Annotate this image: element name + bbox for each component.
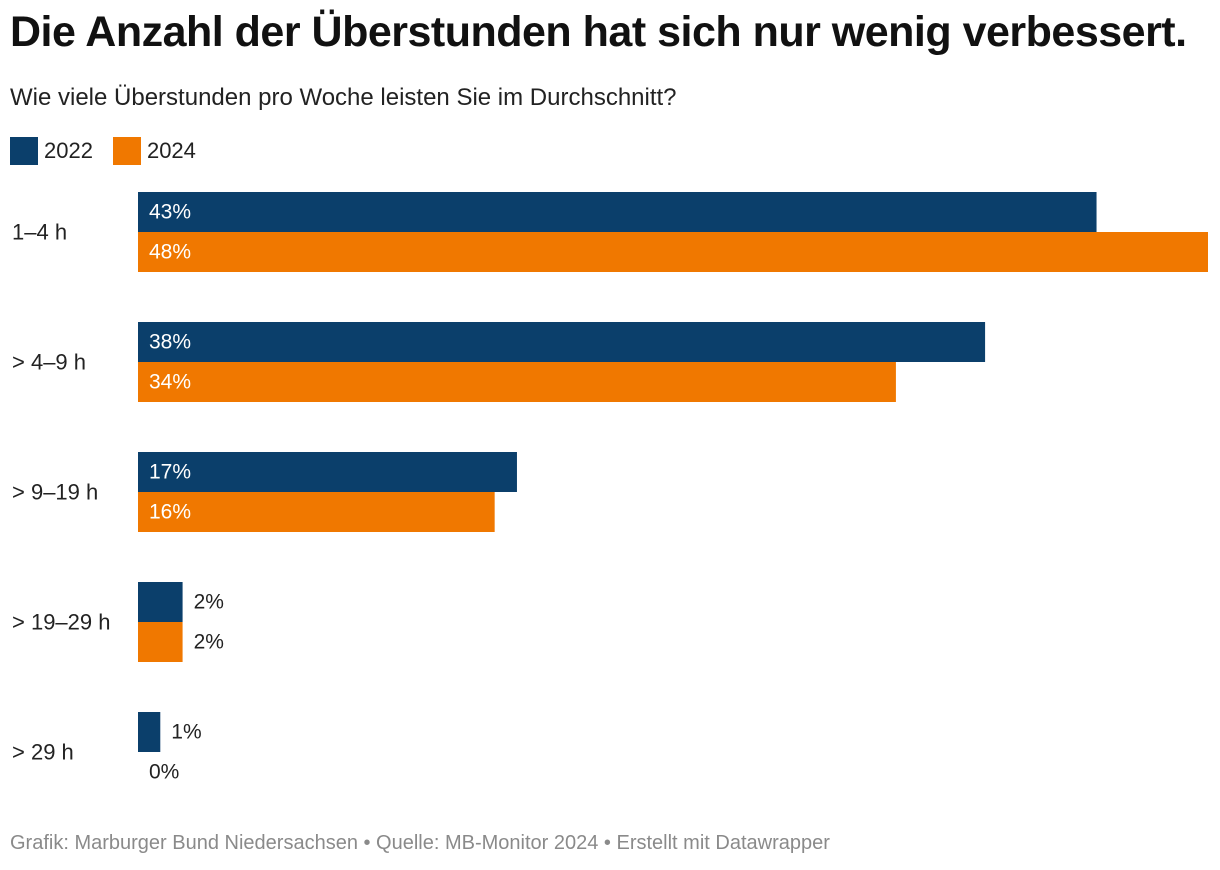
category-label-19-29-h: > 19–29 h [12, 610, 110, 635]
bar-2024-19-29-h [138, 622, 183, 662]
bar-2022-4-9-h [138, 322, 986, 362]
legend-item-2022: 2022 [10, 137, 93, 165]
footer-credit: Grafik: Marburger Bund Niedersachsen • Q… [10, 832, 830, 854]
data-label-2024-4-9-h: 34% [149, 371, 191, 394]
data-label-2022-1-4-h: 43% [149, 201, 191, 224]
data-label-2024-1-4-h: 48% [149, 241, 191, 264]
bar-2022-19-29-h [138, 582, 183, 622]
legend-swatch-2024 [112, 137, 141, 165]
legend-item-2024: 2024 [112, 137, 196, 165]
bar-2022-9-19-h [138, 452, 517, 492]
data-label-2022-29-h: 1% [171, 721, 201, 744]
legend-swatch-2022 [10, 137, 38, 165]
legend-label-2022: 2022 [44, 138, 93, 163]
data-label-2024-29-h: 0% [149, 761, 179, 784]
category-label-1-4-h: 1–4 h [12, 220, 67, 245]
bar-2024-1-4-h [138, 232, 1208, 272]
category-label-29-h: > 29 h [12, 740, 74, 765]
data-label-2022-9-19-h: 17% [149, 461, 191, 484]
chart-subtitle: Wie viele Überstunden pro Woche leisten … [10, 84, 677, 111]
bar-2024-4-9-h [138, 362, 896, 402]
data-label-2022-19-29-h: 2% [194, 591, 224, 614]
category-label-9-19-h: > 9–19 h [12, 480, 98, 505]
chart-title: Die Anzahl der Überstunden hat sich nur … [10, 8, 1187, 56]
legend-label-2024: 2024 [146, 138, 196, 163]
data-label-2024-19-29-h: 2% [194, 631, 224, 654]
bar-2022-1-4-h [138, 192, 1097, 232]
category-label-4-9-h: > 4–9 h [12, 350, 86, 375]
bar-2022-29-h [138, 712, 161, 752]
bar-2024-9-19-h [138, 492, 495, 532]
data-label-2024-9-19-h: 16% [149, 501, 191, 524]
data-label-2022-4-9-h: 38% [149, 331, 191, 354]
legend: 2022 2024 [10, 136, 216, 166]
